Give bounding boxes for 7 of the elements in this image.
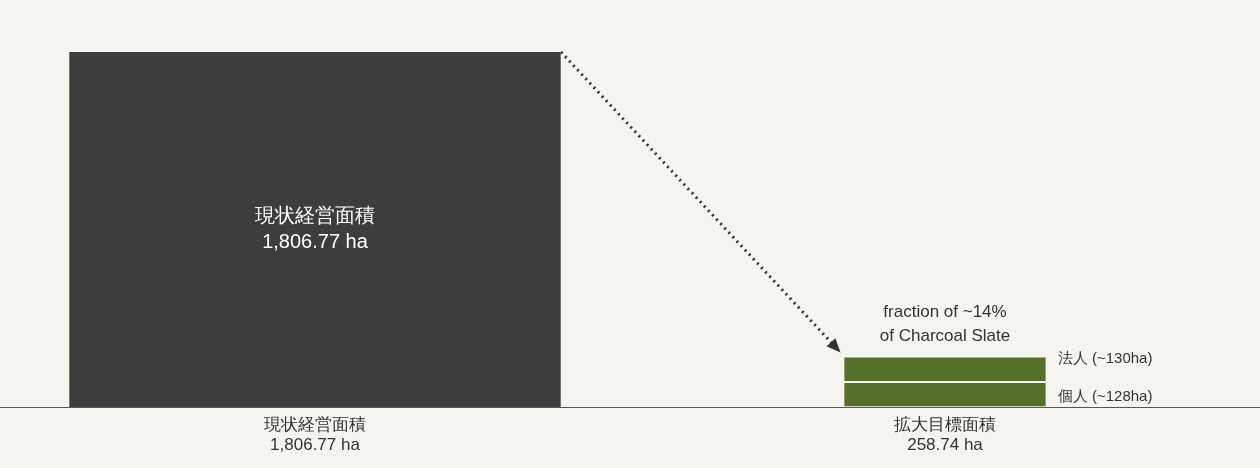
annotation: fraction of ~14% of Charcoal Slate: [879, 302, 1011, 346]
data-label: 1,806.77 ha: [262, 230, 369, 253]
text: 個人 (~128ha): [1057, 386, 1153, 404]
x-tick-label: 拡大目標面積 258.74 ha: [894, 415, 996, 455]
x-tick-label: 現状経営面積 1,806.77 ha: [264, 415, 366, 455]
text: 法人 (~130ha): [1057, 349, 1153, 367]
series-label: 現状経営面積: [255, 204, 375, 227]
